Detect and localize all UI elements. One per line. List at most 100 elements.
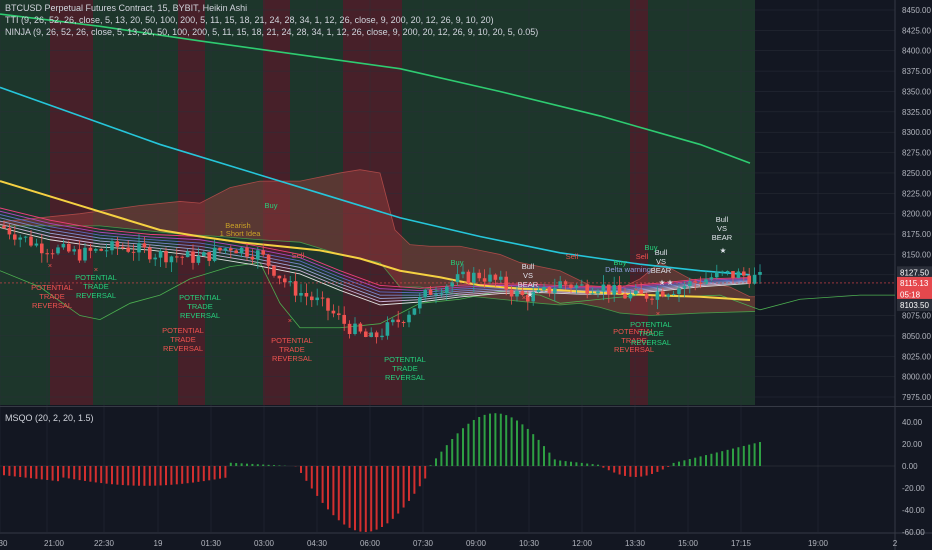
sell-signal-label: Sell	[636, 252, 649, 261]
candle-body	[131, 251, 136, 253]
candle-body	[580, 284, 584, 286]
ribbon-line	[0, 210, 751, 292]
potential-reversal-label: POTENTIAL	[179, 293, 221, 302]
candle-body	[256, 250, 260, 260]
candle-body	[515, 291, 519, 297]
candle-body	[666, 294, 670, 297]
candle-body	[18, 237, 22, 240]
chart-title: BTCUSD Perpetual Futures Contract, 15, B…	[5, 3, 248, 13]
potential-reversal-label: REVERSAL	[180, 311, 220, 320]
candle-body	[272, 265, 276, 276]
candle-body	[472, 272, 476, 284]
cross-marker: ×	[656, 309, 660, 318]
candle-body	[61, 243, 66, 248]
osc-tick-label: -60.00	[902, 528, 925, 537]
sma-50-line	[0, 180, 751, 302]
buy-signal-label: Buy	[451, 258, 464, 267]
candle-body	[612, 285, 616, 295]
candle-body	[94, 248, 98, 251]
cross-marker: ×	[288, 316, 292, 325]
msqo-indicator-legend[interactable]: MSQO (20, 2, 20, 1.5)	[5, 413, 94, 423]
ninja-indicator-legend[interactable]: NINJA (9, 26, 52, 26, close, 5, 13, 20, …	[5, 27, 539, 37]
time-tick-label: 09:00	[466, 539, 487, 548]
candle-body	[418, 297, 422, 309]
potential-reversal-label: POTENTIAL	[630, 320, 672, 329]
bull-vs-bear-label: Bull	[655, 248, 668, 257]
price-tick-label: 8050.00	[902, 332, 931, 341]
candle-body	[40, 243, 44, 254]
candle-body	[461, 271, 465, 275]
candle-body	[466, 271, 471, 284]
buy-signal-label: Buy	[614, 258, 627, 267]
potential-reversal-label: POTENTIAL	[162, 326, 204, 335]
candle-body	[391, 319, 395, 323]
osc-tick-label: 0.00	[902, 462, 918, 471]
candle-body	[374, 332, 379, 338]
time-tick-label: 30	[0, 539, 8, 548]
potential-reversal-label: TRADE	[279, 345, 304, 354]
potential-reversal-label: TRADE	[39, 292, 64, 301]
time-tick-label: 17:15	[731, 539, 752, 548]
candle-body	[407, 314, 411, 323]
candle-body	[250, 256, 255, 260]
candle-body	[137, 243, 141, 253]
candle-body	[175, 256, 179, 258]
candle-body	[121, 246, 125, 248]
time-tick-label: 21:00	[44, 539, 65, 548]
candle-body	[110, 241, 114, 251]
candle-body	[704, 279, 708, 284]
time-tick-label: 10:30	[519, 539, 540, 548]
candle-body	[104, 250, 109, 252]
cross-marker: ×	[634, 285, 638, 294]
bull-vs-bear-label: Bull	[716, 215, 729, 224]
candle-body	[288, 281, 292, 283]
candle-body	[88, 247, 93, 251]
candle-body	[553, 288, 557, 294]
time-tick-label: 12:00	[572, 539, 593, 548]
ribbon-line	[0, 207, 751, 289]
candle-body	[601, 284, 606, 292]
short-idea-label: 1 Short Idea	[220, 229, 262, 238]
cross-marker: ×	[94, 265, 98, 274]
candle-body	[83, 247, 87, 261]
candle-body	[99, 248, 103, 251]
potential-reversal-label: POTENTIAL	[271, 336, 313, 345]
cross-marker: ×	[48, 261, 52, 270]
candle-body	[347, 323, 352, 334]
candle-body	[725, 271, 730, 273]
candle-body	[153, 257, 157, 260]
bull-vs-bear-label: VS	[656, 257, 666, 266]
star-marker: ★	[527, 290, 534, 299]
lagging-span	[0, 262, 895, 329]
candle-body	[7, 228, 12, 235]
candle-body	[536, 289, 541, 292]
bull-vs-bear-label: VS	[717, 224, 727, 233]
potential-reversal-label: POTENTIAL	[75, 273, 117, 282]
candle-body	[164, 251, 168, 263]
price-tick-label: 8075.00	[902, 312, 931, 321]
candle-body	[628, 294, 633, 299]
candle-body	[617, 285, 622, 294]
candle-body	[698, 282, 703, 284]
potential-reversal-label: REVERSAL	[272, 354, 312, 363]
ribbon-line	[0, 223, 751, 303]
candle-body	[644, 293, 649, 299]
candle-body	[148, 247, 152, 260]
tti-indicator-legend[interactable]: TTI (9, 26, 52, 26, close, 5, 13, 20, 50…	[5, 15, 494, 25]
price-tags: 8127.50 8115.13 05:18 8103.50	[0, 266, 932, 311]
candle-body	[369, 332, 373, 337]
candle-body	[585, 284, 589, 294]
candle-body	[590, 293, 595, 295]
candle-body	[455, 274, 460, 283]
potential-reversal-label: TRADE	[638, 329, 663, 338]
osc-tick-label: 40.00	[902, 418, 923, 427]
candle-body	[239, 247, 244, 254]
candle-body	[191, 251, 195, 263]
candle-body	[245, 247, 249, 257]
candle-body	[752, 274, 757, 284]
osc-tick-label: -40.00	[902, 506, 925, 515]
candle-body	[574, 285, 579, 288]
buy-signal-label: Buy	[645, 243, 658, 252]
candle-body	[401, 322, 406, 324]
